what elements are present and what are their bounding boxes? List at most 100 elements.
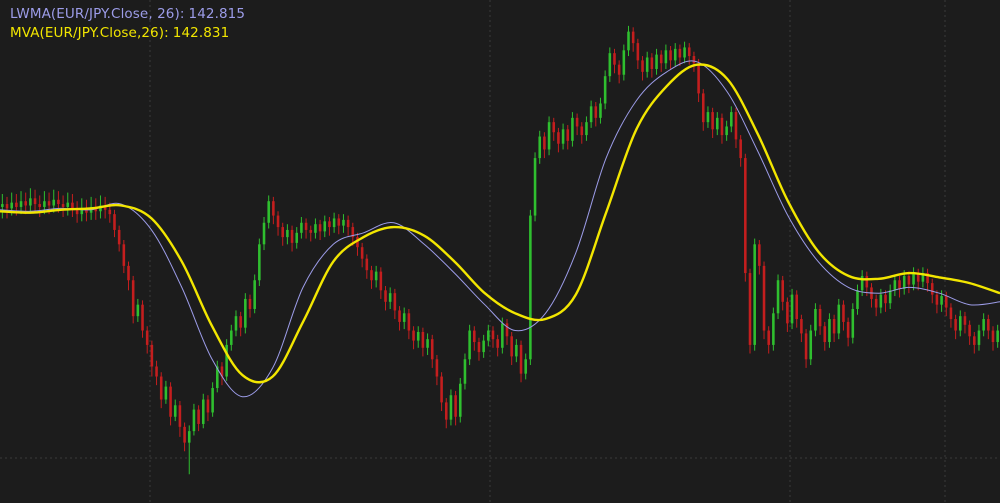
- candle-up: [29, 198, 32, 206]
- candle-down: [692, 56, 696, 64]
- candle-up: [43, 201, 46, 207]
- candle-up: [655, 54, 658, 69]
- candle-down: [566, 129, 570, 141]
- candle-up: [314, 224, 317, 233]
- candle-up: [323, 221, 327, 232]
- candle-down: [800, 319, 803, 334]
- candle-up: [529, 215, 532, 360]
- candle-down: [575, 117, 579, 127]
- candle-down: [281, 227, 284, 238]
- candle-up: [216, 366, 219, 389]
- candle-down: [337, 218, 341, 226]
- candle-down: [636, 43, 640, 61]
- candle-up: [776, 280, 780, 314]
- candle-down: [968, 324, 971, 337]
- candle-up: [683, 47, 686, 58]
- candle-up: [164, 386, 168, 400]
- candle-down: [47, 201, 51, 206]
- candle-down: [930, 283, 934, 295]
- candle-down: [987, 319, 990, 331]
- candle-down: [767, 330, 770, 345]
- candle-down: [758, 244, 761, 266]
- candle-up: [66, 202, 70, 207]
- candle-down: [276, 215, 280, 228]
- candle-down: [739, 139, 742, 159]
- candle-down: [384, 290, 387, 302]
- candle-up: [173, 405, 177, 417]
- candle-down: [103, 205, 107, 210]
- candle-down: [804, 333, 808, 360]
- candle-up: [561, 129, 565, 144]
- lwma-line: [0, 60, 1000, 398]
- candle-up: [52, 199, 56, 206]
- candle-up: [851, 308, 855, 338]
- candle-down: [473, 330, 476, 343]
- candle-up: [538, 136, 542, 159]
- candle-down: [678, 48, 682, 58]
- candle-down: [356, 237, 359, 248]
- candle-up: [725, 126, 728, 136]
- candle-down: [71, 202, 74, 209]
- candle-down: [748, 273, 752, 345]
- candle-down: [954, 319, 957, 331]
- candle-up: [1, 204, 4, 207]
- candle-up: [295, 232, 299, 243]
- candle-up: [837, 304, 841, 334]
- candle-up: [828, 319, 831, 343]
- candle-up: [902, 275, 906, 289]
- candle-up: [977, 330, 981, 345]
- legend-lwma: LWMA(EUR/JPY.Close, 26): 142.815: [10, 5, 245, 24]
- candle-up: [809, 330, 813, 360]
- candle-down: [874, 298, 878, 308]
- candle-up: [571, 117, 574, 141]
- candle-up: [879, 294, 883, 308]
- candle-up: [458, 383, 462, 417]
- candle-down: [61, 204, 65, 207]
- candle-up: [622, 50, 626, 75]
- candle-down: [141, 304, 144, 331]
- candle-down: [407, 313, 411, 331]
- candle-up: [501, 323, 504, 348]
- candle-down: [935, 294, 939, 305]
- candle-up: [814, 308, 817, 331]
- candle-down: [430, 339, 434, 360]
- candle-down: [113, 214, 116, 230]
- candle-up: [524, 359, 527, 374]
- candle-down: [108, 209, 112, 215]
- candle-down: [711, 112, 714, 130]
- candle-down: [842, 304, 845, 322]
- candle-up: [533, 158, 537, 216]
- candle-up: [468, 330, 471, 360]
- candle-down: [687, 47, 691, 57]
- candle-up: [940, 296, 943, 305]
- candle-up: [912, 273, 915, 285]
- candle-down: [557, 132, 560, 144]
- candle-up: [599, 103, 602, 118]
- candle-down: [122, 244, 126, 266]
- candle-up: [192, 409, 196, 432]
- candle-up: [482, 340, 485, 353]
- candle-down: [435, 359, 439, 377]
- candle-down: [781, 280, 784, 302]
- candle-up: [267, 201, 270, 223]
- candle-down: [197, 409, 200, 424]
- candle-down: [496, 339, 499, 348]
- candle-up: [388, 293, 392, 302]
- candle-down: [594, 106, 598, 118]
- candle-up: [772, 313, 775, 345]
- candle-up: [225, 344, 228, 377]
- candle-down: [973, 336, 976, 345]
- candle-up: [608, 53, 612, 77]
- legend-mva-value: 142.831: [172, 25, 230, 41]
- candle-up: [463, 359, 467, 384]
- candle-up: [487, 330, 490, 341]
- candle-down: [248, 298, 252, 309]
- candle-down: [519, 344, 523, 374]
- candle-down: [421, 331, 425, 348]
- candle-down: [444, 402, 448, 420]
- candle-down: [949, 307, 953, 320]
- candle-down: [351, 227, 355, 238]
- candle-up: [996, 330, 999, 343]
